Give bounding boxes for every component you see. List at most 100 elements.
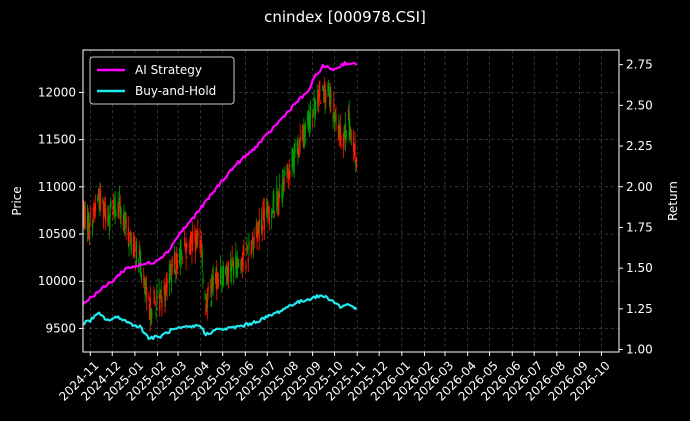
candle-body [107,215,110,222]
candle-body [355,160,357,166]
candle-body [227,263,230,280]
candle-body [102,203,105,219]
candle-body [355,157,358,169]
candle-body [189,243,191,255]
candle-body [89,215,91,217]
candle-body [215,267,217,284]
candle-body [180,242,182,244]
candle-body [230,265,233,272]
candle-body [303,133,306,135]
candle-body [165,275,167,295]
left-tick-label: 10500 [38,227,76,241]
candle-body [257,229,260,232]
candle-body [222,267,224,285]
candle-body [263,210,265,219]
candle-body [135,263,137,265]
candle-body [84,205,86,229]
candle-body [169,271,171,272]
candle-body [322,85,324,92]
candle-body [222,273,224,285]
candle-body [191,235,193,252]
candle-body [238,263,240,266]
candle-body [199,239,201,249]
candle-body [216,272,218,291]
candle-body [241,261,244,266]
candle-body [282,178,284,186]
candle-body [309,120,311,125]
candle-body [94,204,97,211]
candle-body [309,105,312,128]
candle-body [119,205,121,220]
candle-body [140,274,143,280]
right-tick-label: 2.75 [626,58,653,72]
candle-body [118,204,120,211]
candle-body [240,260,242,270]
right-tick-label: 1.25 [626,302,653,316]
plot-frame [82,49,620,353]
candle-body [296,140,298,147]
candle-body [200,243,202,248]
candle-body [350,134,352,136]
candle-body [201,251,203,267]
candle-body [298,139,301,148]
candle-body [282,179,284,200]
candle-body [197,230,199,238]
candle-body [273,195,275,202]
candle-body [207,287,209,292]
candle-body [250,250,252,256]
candle-body [225,273,227,274]
candle-body [235,265,238,269]
candle-body [328,94,331,97]
candle-body [129,232,131,237]
candle-body [83,211,85,216]
left-axis-label: Price [10,186,24,215]
buy-and-hold-line [82,294,358,341]
candle-body [318,84,320,102]
candle-body [246,252,249,254]
candle-body [332,113,334,122]
candle-body [205,295,208,310]
candle-body [129,232,132,242]
candle-body [138,248,140,256]
candle-body [160,291,162,293]
candle-body [117,202,119,216]
candle-body [128,243,130,247]
candle-body [328,90,330,94]
candle-body [196,235,198,240]
candle-body [204,293,206,301]
legend: AI Strategy Buy-and-Hold [89,56,235,105]
candle-body [221,269,223,272]
candle-body [159,294,161,311]
candle-body [219,267,222,282]
candle-body [339,124,341,142]
candle-body [186,243,188,247]
candle-body [246,247,248,251]
candle-body [278,194,280,203]
candle-body [211,277,213,295]
candle-body [118,197,121,205]
right-tick-label: 2.50 [626,98,653,112]
candle-body [251,246,253,250]
candle-body [273,211,276,214]
candle-body [245,263,247,267]
candle-body [166,278,168,288]
candle-body [195,234,197,251]
candle-body [93,202,95,211]
candle-body [148,303,151,320]
candle-body [112,210,114,214]
x-axis: 2024-112024-122025-012025-022025-032025-… [56,352,613,404]
candle-body [232,261,234,267]
candle-body [87,215,89,233]
candle-body [154,296,156,304]
candle-body [220,281,222,284]
candle-body [132,243,135,257]
candle-body [108,215,110,227]
grid [83,50,619,352]
candle-body [353,151,355,154]
candle-body [257,229,259,234]
candle-body [206,296,208,308]
candle-body [289,170,291,176]
candle-body [104,214,106,216]
candle-body [281,194,283,198]
left-tick-label: 11000 [38,180,76,194]
